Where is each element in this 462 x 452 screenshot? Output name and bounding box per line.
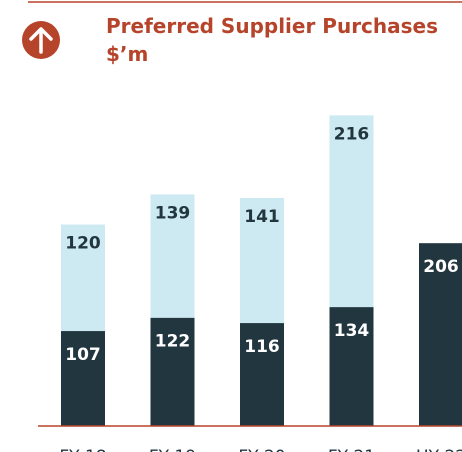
- bar-segment: [150, 317, 195, 426]
- bar-segment: [61, 224, 105, 332]
- x-tick-label: FY 20: [238, 447, 285, 452]
- data-label: 206: [423, 257, 459, 277]
- data-label: 116: [244, 337, 280, 357]
- bar-segment: [61, 331, 105, 426]
- bar-segment: [329, 307, 374, 426]
- x-tick-label: FY 18: [59, 447, 106, 452]
- data-label: 120: [65, 234, 101, 254]
- chart-title: Preferred Supplier Purchases: [106, 14, 438, 38]
- x-tick-label: HY 22: [416, 447, 462, 452]
- bar-segment: [150, 194, 195, 318]
- data-label: 134: [334, 321, 370, 341]
- chart-subtitle: $’m: [106, 42, 148, 66]
- data-label: 141: [244, 207, 280, 227]
- data-label: 122: [155, 332, 191, 352]
- data-label: 139: [155, 203, 191, 223]
- data-label: 216: [334, 124, 370, 144]
- data-label: 107: [65, 345, 101, 365]
- bar-segment: [240, 323, 284, 426]
- x-tick-label: FY 19: [149, 447, 196, 452]
- bar-segment: [419, 243, 462, 426]
- icon: [22, 21, 60, 59]
- bar-segment: [240, 197, 284, 324]
- x-tick-label: FY 21: [328, 447, 375, 452]
- bar-segment: [329, 115, 374, 308]
